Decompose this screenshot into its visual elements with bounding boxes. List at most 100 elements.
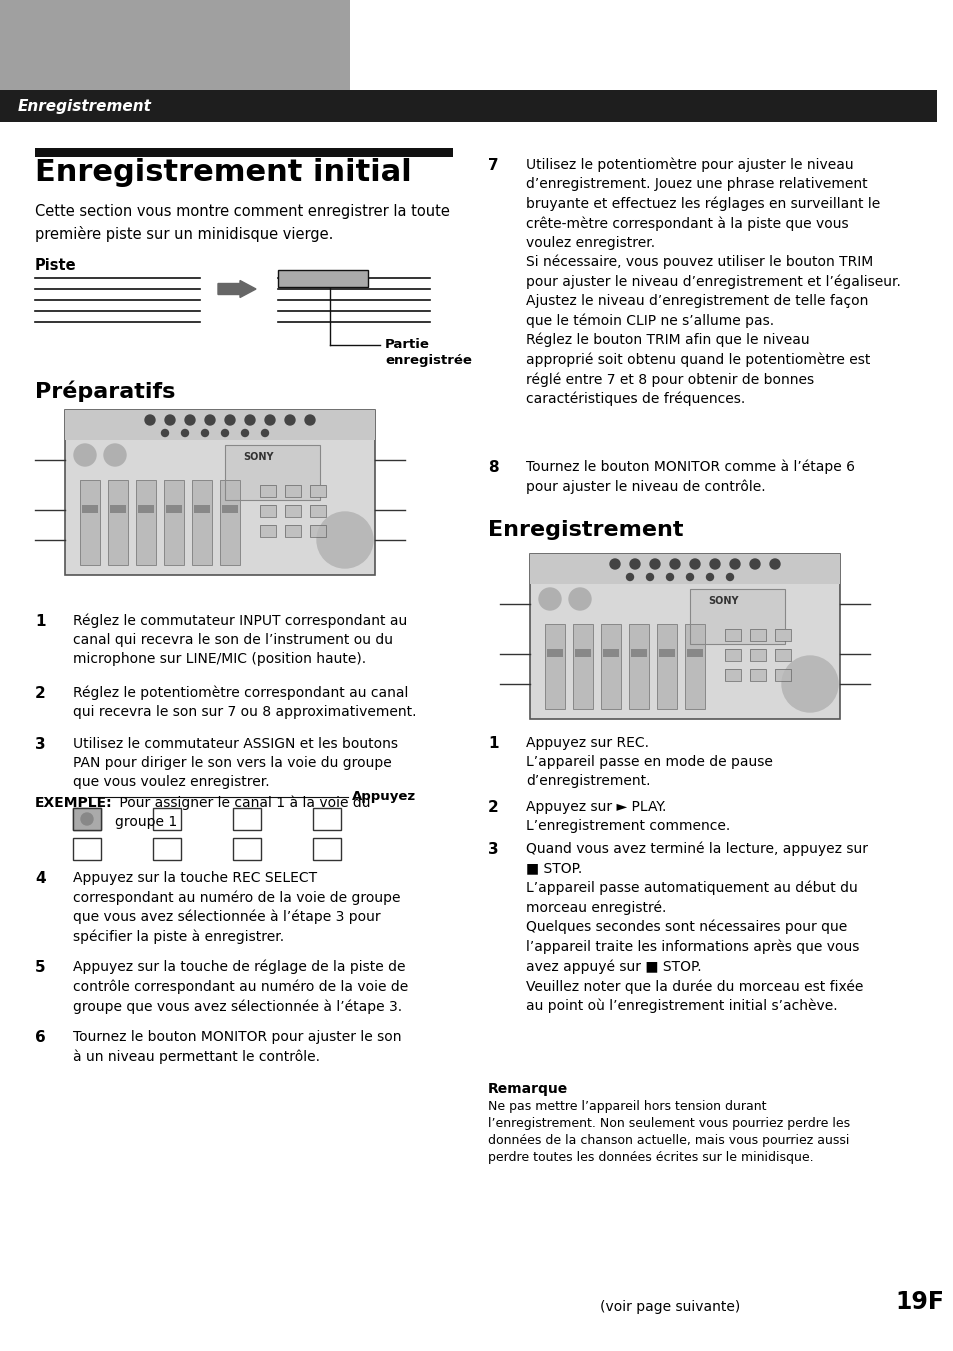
Bar <box>774 669 790 681</box>
Text: 4: 4 <box>35 871 46 886</box>
Bar <box>260 505 275 517</box>
Circle shape <box>709 559 720 569</box>
Bar <box>774 648 790 661</box>
Text: 2: 2 <box>488 800 498 815</box>
Text: Utilisez le potentiomètre pour ajuster le niveau
d’enregistrement. Jouez une phr: Utilisez le potentiomètre pour ajuster l… <box>525 158 900 407</box>
Circle shape <box>265 415 274 426</box>
Bar <box>73 808 101 830</box>
Bar <box>313 808 340 830</box>
Bar <box>749 630 765 640</box>
Bar <box>260 485 275 497</box>
Circle shape <box>729 559 740 569</box>
Bar <box>724 669 740 681</box>
Bar <box>152 838 181 861</box>
Text: SONY: SONY <box>243 453 274 462</box>
Circle shape <box>261 430 268 436</box>
Text: (voir page suivante): (voir page suivante) <box>599 1300 740 1315</box>
Bar <box>724 648 740 661</box>
Circle shape <box>689 559 700 569</box>
Bar <box>73 808 101 830</box>
Circle shape <box>181 430 189 436</box>
Bar <box>530 554 840 719</box>
Bar <box>774 630 790 640</box>
Bar <box>192 480 212 565</box>
Text: SONY: SONY <box>707 596 738 607</box>
Bar <box>73 808 101 830</box>
Text: Appuyez sur REC.
L’appareil passe en mode de pause
d’enregistrement.: Appuyez sur REC. L’appareil passe en mod… <box>525 736 772 788</box>
Bar <box>530 554 840 719</box>
Bar <box>80 480 100 565</box>
Bar <box>110 505 126 513</box>
Text: Réglez le potentiomètre correspondant au canal
qui recevra le son sur 7 ou 8 app: Réglez le potentiomètre correspondant au… <box>73 686 416 720</box>
Bar <box>285 505 301 517</box>
Bar <box>233 838 261 861</box>
Bar <box>310 526 326 536</box>
Bar <box>573 624 593 709</box>
Circle shape <box>706 574 713 581</box>
Bar <box>277 270 368 286</box>
Bar <box>628 624 648 709</box>
Bar <box>82 505 98 513</box>
Bar <box>73 838 101 861</box>
Circle shape <box>316 512 373 567</box>
Circle shape <box>666 574 673 581</box>
Bar <box>220 480 240 565</box>
Bar <box>724 630 740 640</box>
Text: Appuyez sur ► PLAY.
L’enregistrement commence.: Appuyez sur ► PLAY. L’enregistrement com… <box>525 800 729 834</box>
Bar <box>192 480 212 565</box>
Bar <box>657 624 677 709</box>
Bar <box>310 485 326 497</box>
Bar <box>277 270 368 286</box>
Text: Utilisez le commutateur ASSIGN et les boutons
PAN pour diriger le son vers la vo: Utilisez le commutateur ASSIGN et les bo… <box>73 738 397 789</box>
Bar <box>260 505 275 517</box>
Bar <box>749 648 765 661</box>
Bar <box>285 505 301 517</box>
Bar <box>310 485 326 497</box>
Text: Cette section vous montre comment enregistrer la toute
première piste sur un min: Cette section vous montre comment enregi… <box>35 204 450 242</box>
Bar <box>0 91 936 122</box>
Circle shape <box>646 574 653 581</box>
Bar <box>749 630 765 640</box>
Text: 1: 1 <box>35 613 46 630</box>
Bar <box>193 505 210 513</box>
Text: Appuyez sur la touche REC SELECT
correspondant au numéro de la voie de groupe
qu: Appuyez sur la touche REC SELECT corresp… <box>73 871 400 944</box>
Bar <box>65 409 375 576</box>
Circle shape <box>221 430 229 436</box>
Bar <box>689 589 784 644</box>
Bar <box>152 808 181 830</box>
Text: Enregistrement initial: Enregistrement initial <box>35 158 412 186</box>
Bar <box>136 480 156 565</box>
Bar <box>689 589 784 644</box>
Bar <box>724 630 740 640</box>
Bar <box>0 0 350 91</box>
Bar <box>164 480 184 565</box>
Circle shape <box>165 415 174 426</box>
Bar <box>313 838 340 861</box>
Circle shape <box>225 415 234 426</box>
Text: Préparatifs: Préparatifs <box>35 380 175 401</box>
Text: Remarque: Remarque <box>488 1082 568 1096</box>
Bar <box>65 409 375 576</box>
Text: Enregistrement: Enregistrement <box>18 99 152 113</box>
Bar <box>108 480 128 565</box>
Circle shape <box>538 588 560 611</box>
Bar <box>136 480 156 565</box>
Bar <box>152 838 181 861</box>
Bar <box>285 526 301 536</box>
Bar <box>285 485 301 497</box>
Text: Quand vous avez terminé la lecture, appuyez sur
■ STOP.
L’appareil passe automat: Quand vous avez terminé la lecture, appu… <box>525 842 867 1013</box>
Text: Piste: Piste <box>35 258 76 273</box>
Bar <box>285 485 301 497</box>
Circle shape <box>205 415 214 426</box>
Bar <box>628 624 648 709</box>
Bar <box>774 630 790 640</box>
Bar <box>684 624 704 709</box>
Bar <box>657 624 677 709</box>
Bar <box>313 838 340 861</box>
Circle shape <box>145 415 154 426</box>
Bar <box>724 669 740 681</box>
Circle shape <box>769 559 780 569</box>
Text: 8: 8 <box>488 459 498 476</box>
Bar <box>73 838 101 861</box>
Text: 19F: 19F <box>894 1290 943 1315</box>
